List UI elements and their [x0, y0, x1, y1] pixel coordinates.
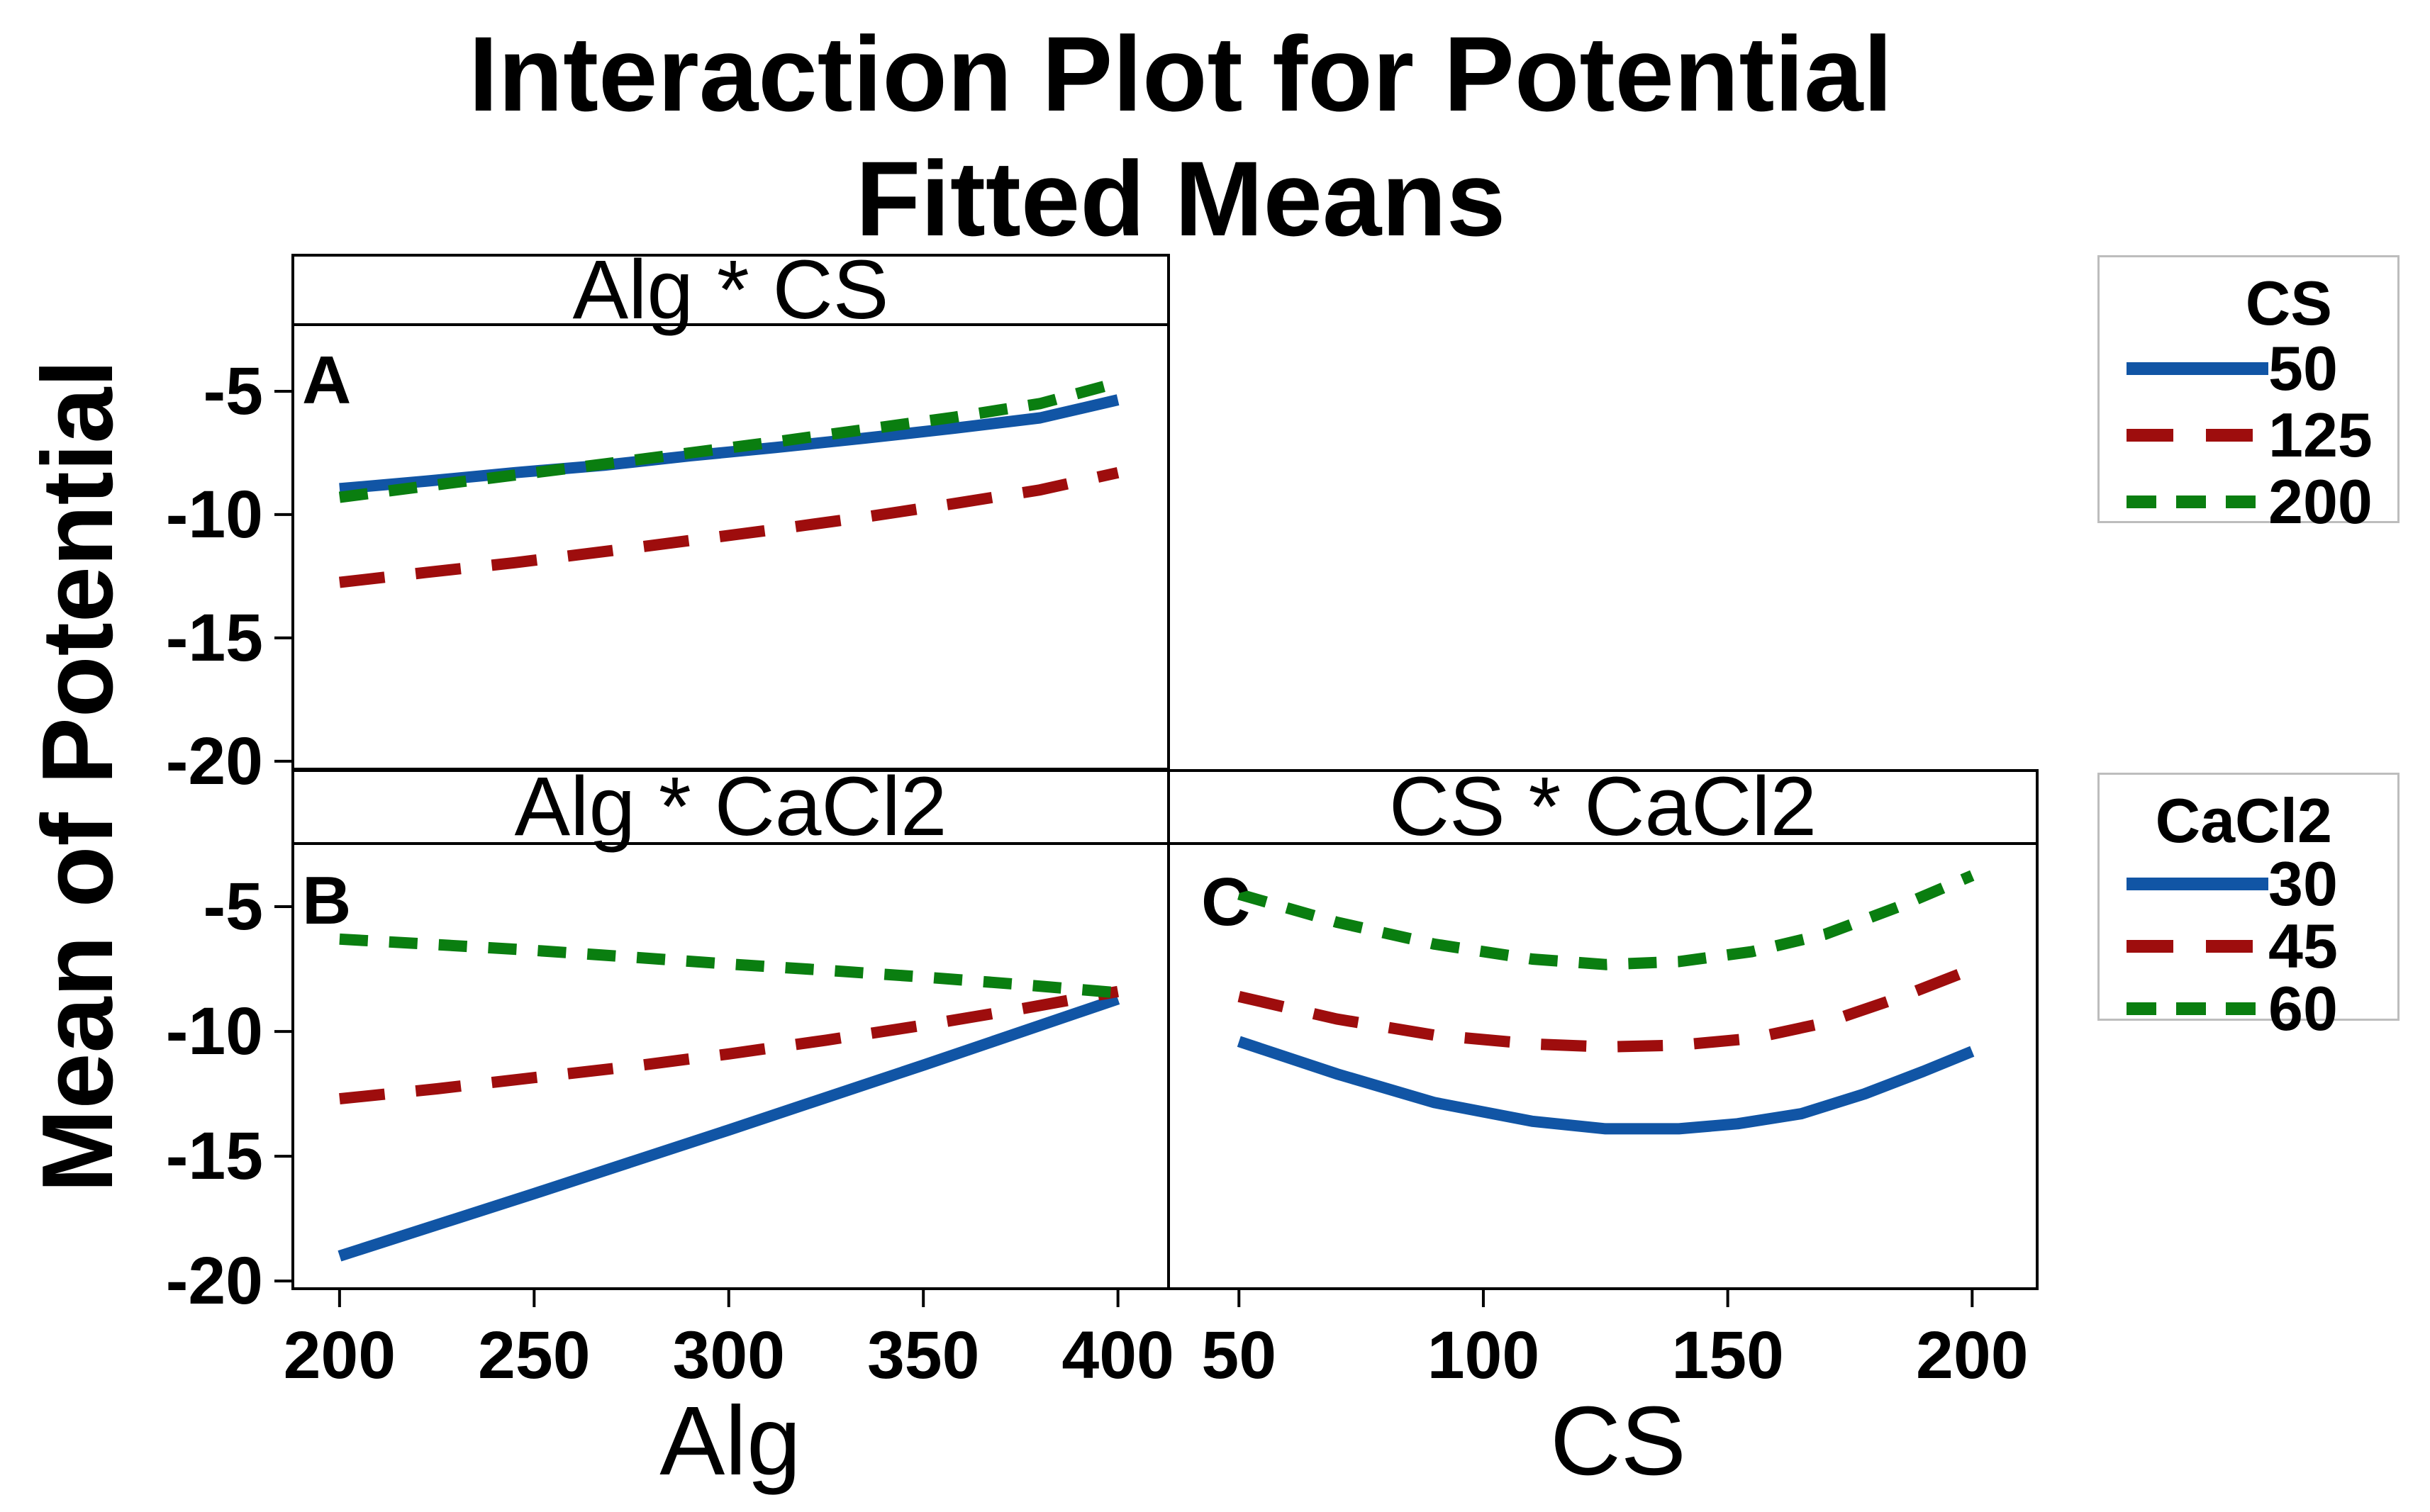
legend-entry: 50 — [2100, 333, 2397, 403]
series-line-B-60 — [339, 933, 1119, 999]
legend-entry: 45 — [2100, 911, 2397, 981]
series-line-C-30 — [1237, 1036, 1975, 1135]
series-line-B-45 — [339, 985, 1120, 1105]
solid-line-swatch-icon — [2127, 878, 2268, 890]
panel-A-header-frame — [291, 254, 1170, 326]
legend-cs-title: CS — [2245, 268, 2332, 338]
series-line-A-125 — [338, 466, 1120, 588]
chart-title-line2: Fitted Means — [855, 139, 1506, 258]
x-tick-label: 200 — [284, 1318, 396, 1393]
legend-entry: 200 — [2100, 466, 2397, 537]
legend-entry-label: 45 — [2268, 911, 2338, 981]
x-tick-label: 300 — [672, 1318, 785, 1393]
legend-cacl2-title: CaCl2 — [2155, 785, 2332, 856]
legend-entry-label: 50 — [2268, 333, 2338, 403]
panel-B-header-frame — [291, 769, 1170, 845]
y-tick-label: -5 — [204, 354, 263, 429]
longdash-line-swatch-icon — [2127, 940, 2268, 953]
series-line-C-60 — [1237, 870, 1975, 970]
panel-a-letter: A — [302, 342, 352, 418]
series-line-C-45 — [1237, 963, 1975, 1053]
x-tick-label: 350 — [867, 1318, 980, 1393]
shortdash-line-swatch-icon — [2127, 495, 2268, 508]
legend-cs-entries: 50 125 200 — [2100, 333, 2397, 537]
legend-entry-label: 125 — [2268, 400, 2373, 470]
longdash-line-swatch-icon — [2127, 429, 2268, 442]
series-line-A-200 — [338, 377, 1120, 503]
series-line-A-50 — [339, 394, 1120, 495]
y-tick-label: -15 — [166, 1119, 263, 1194]
legend-entry: 60 — [2100, 973, 2397, 1043]
legend-entry: 125 — [2100, 400, 2397, 470]
y-tick-label: -5 — [204, 869, 263, 944]
x-tick-label: 400 — [1061, 1318, 1174, 1393]
shortdash-line-swatch-icon — [2127, 1002, 2268, 1015]
y-axis-label: Mean of Potential — [21, 359, 134, 1193]
panel-C-header-frame — [1167, 769, 2039, 845]
legend-cs: CS 50 125 200 — [2097, 255, 2400, 537]
y-tick-label: -15 — [166, 600, 263, 676]
panel-b-letter: B — [302, 863, 352, 939]
x-axis-title-cs: CS — [1550, 1387, 1686, 1496]
x-tick-label: 200 — [1916, 1318, 2029, 1393]
legend-cacl2-entries: 30 45 60 — [2100, 849, 2397, 1043]
chart-title-line1: Interaction Plot for Potential — [468, 14, 1893, 133]
panel-A-frame — [291, 323, 1170, 771]
y-tick-label: -20 — [166, 1243, 263, 1318]
solid-line-swatch-icon — [2127, 362, 2268, 375]
x-tick-label: 150 — [1671, 1318, 1784, 1393]
legend-entry: 30 — [2100, 849, 2397, 919]
legend-entry-label: 200 — [2268, 466, 2373, 537]
y-tick-label: -10 — [166, 994, 263, 1069]
x-tick-label: 50 — [1201, 1318, 1276, 1393]
panel-c-letter: C — [1201, 864, 1251, 940]
x-tick-label: 250 — [478, 1318, 591, 1393]
y-tick-label: -20 — [166, 724, 263, 799]
series-line-B-30 — [338, 993, 1120, 1262]
y-tick-label: -10 — [166, 477, 263, 552]
legend-entry-label: 60 — [2268, 973, 2338, 1043]
x-axis-title-alg: Alg — [659, 1387, 801, 1496]
panel-B-frame — [291, 842, 1170, 1290]
legend-entry-label: 30 — [2268, 849, 2338, 919]
chart-title: Interaction Plot for Potential Fitted Me… — [0, 11, 2361, 261]
legend-cacl2: CaCl2 30 45 60 — [2097, 773, 2400, 1043]
x-tick-label: 100 — [1427, 1318, 1540, 1393]
